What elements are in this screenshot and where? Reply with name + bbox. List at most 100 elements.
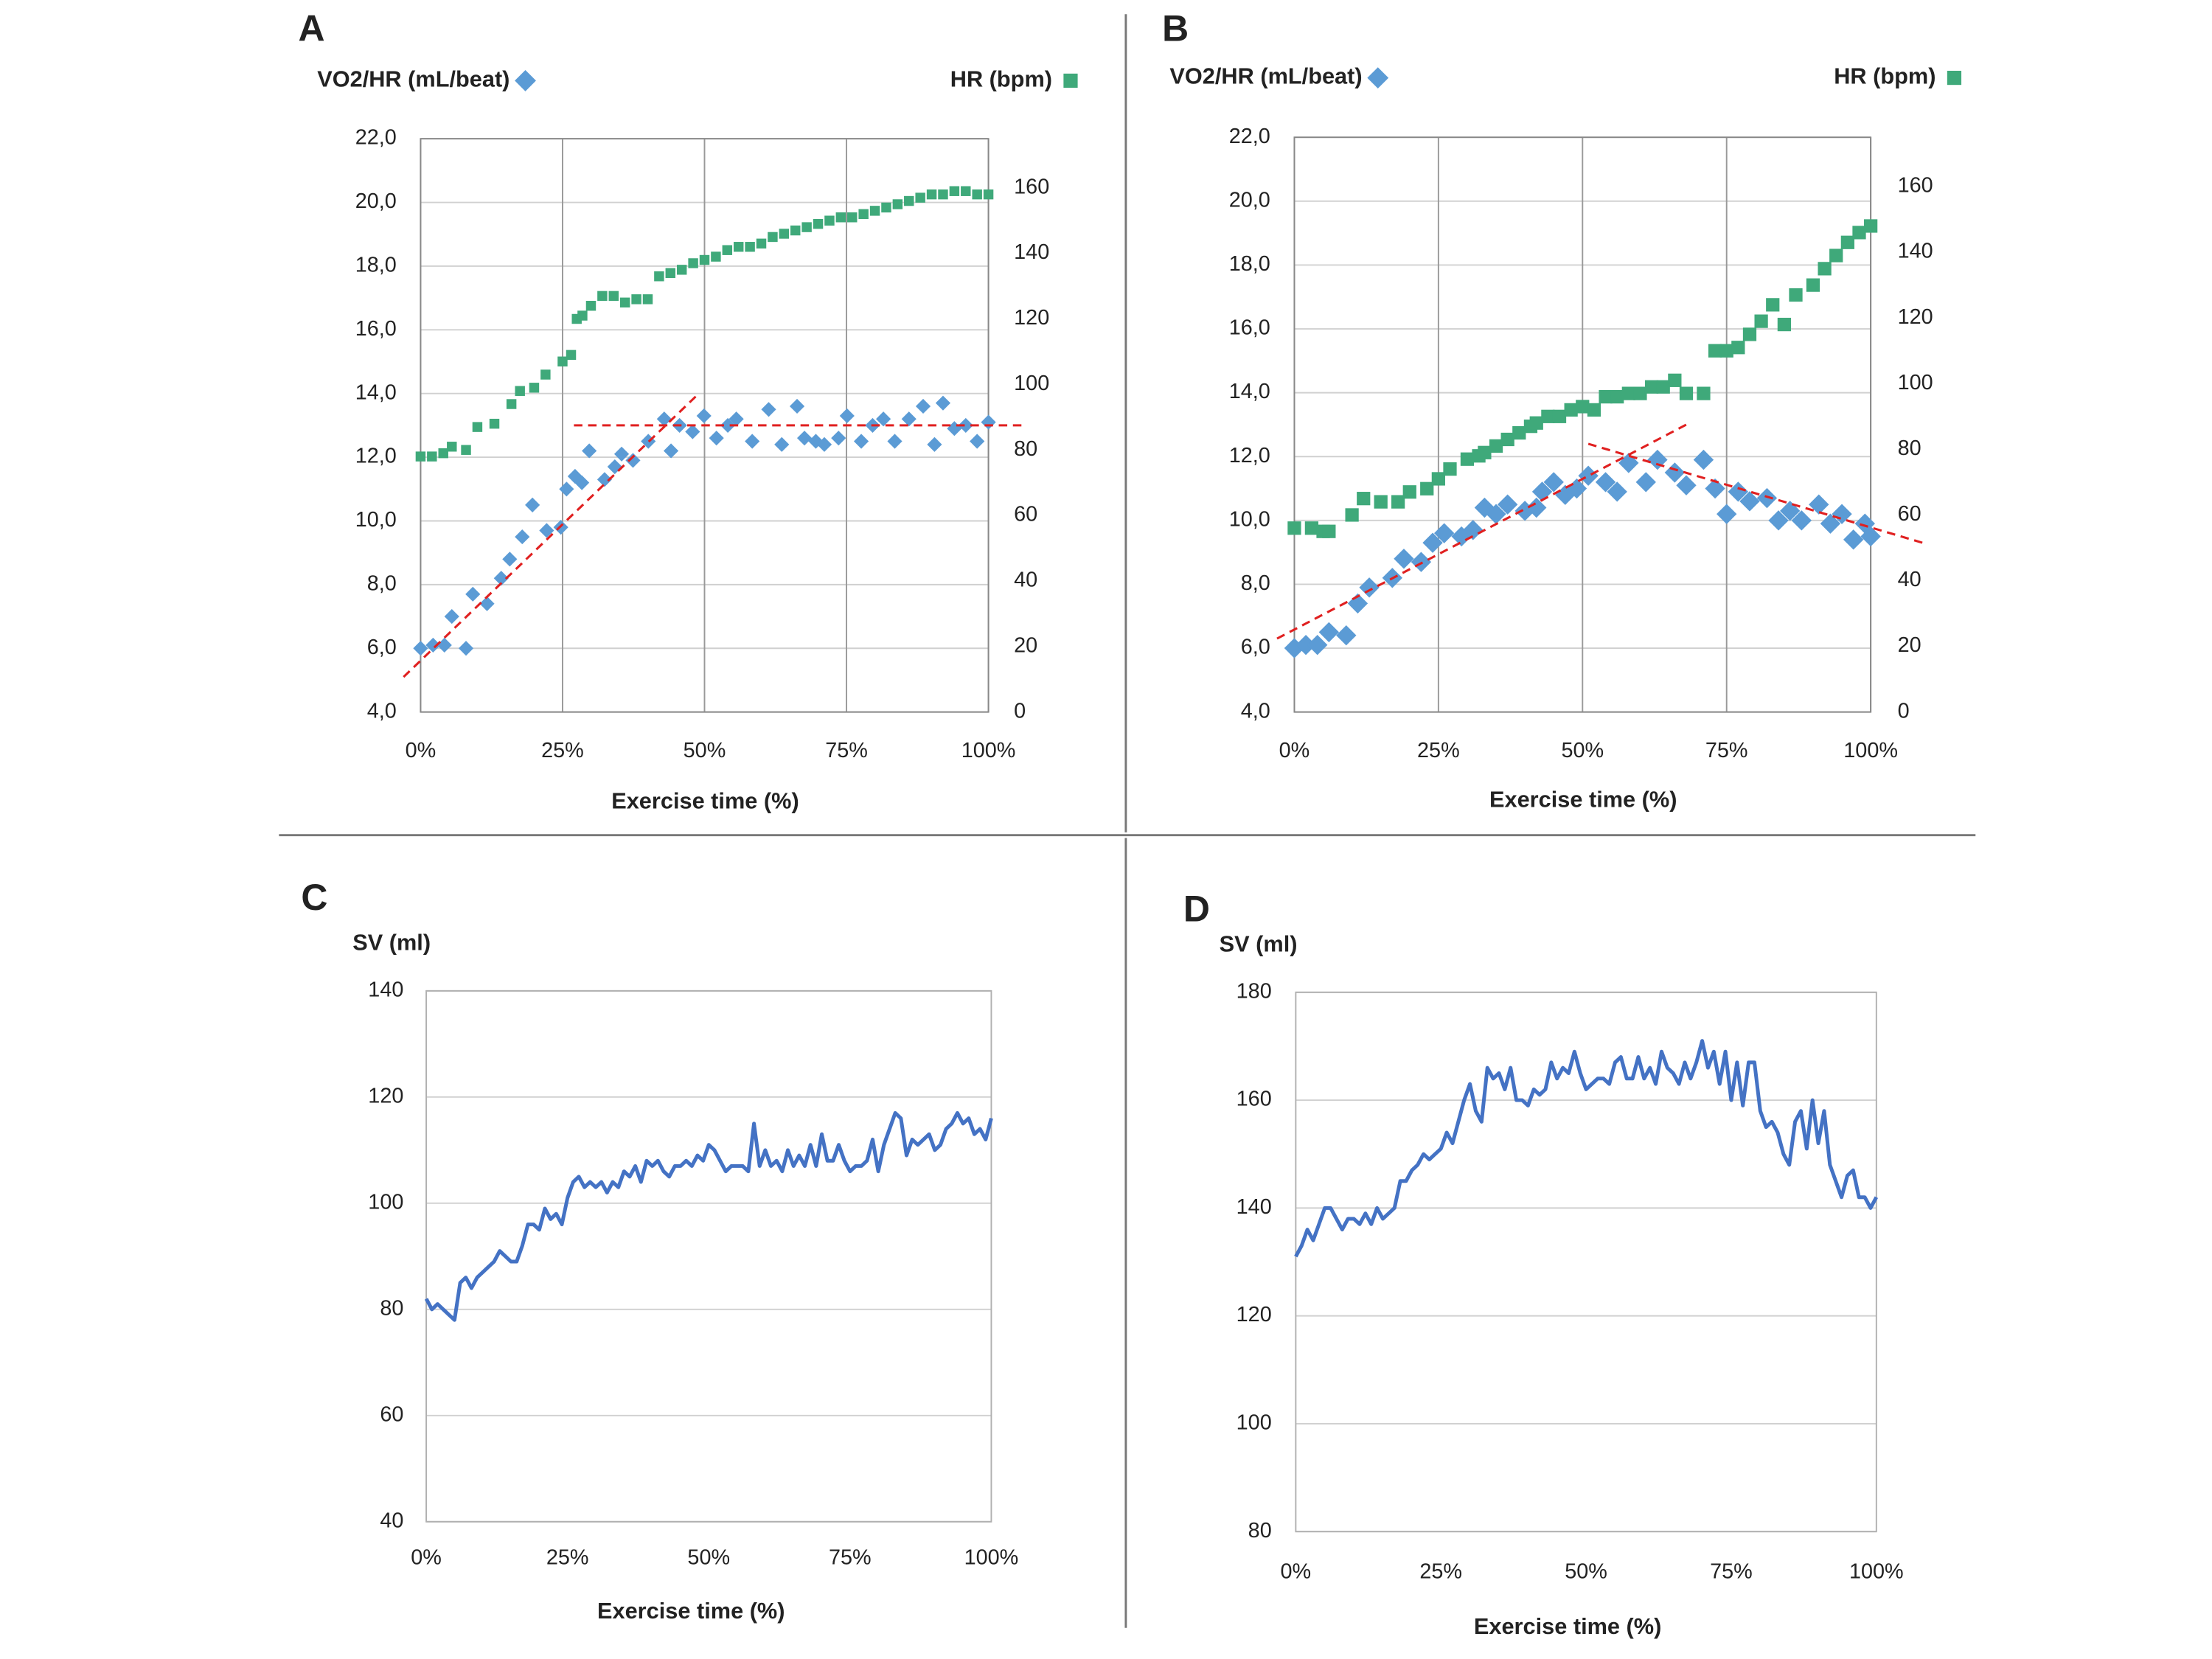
data-point	[745, 434, 760, 449]
x-tick-label: 50%	[1565, 1560, 1607, 1584]
data-point	[1621, 386, 1635, 400]
y-tick-label: 14,0	[1229, 380, 1270, 403]
data-point	[1463, 520, 1484, 540]
y2-tick-label: 80	[1014, 437, 1037, 461]
x-tick-label: 100%	[1849, 1560, 1904, 1584]
x-tick-label: 0%	[406, 739, 437, 762]
data-point	[529, 383, 540, 393]
data-point	[1664, 462, 1686, 483]
data-point	[685, 424, 700, 439]
y2-tick-label: 60	[1898, 502, 1921, 526]
y-axis-label: SV (ml)	[352, 930, 431, 956]
data-point	[502, 552, 518, 567]
data-point	[1433, 523, 1455, 543]
y-tick-label: 100	[1237, 1411, 1272, 1435]
data-point	[438, 448, 448, 459]
data-point	[582, 443, 597, 459]
data-point	[958, 417, 973, 433]
x-axis-label: Exercise time (%)	[1489, 787, 1677, 813]
data-point	[1599, 389, 1613, 404]
data-point	[1708, 344, 1722, 358]
data-point	[1460, 452, 1475, 466]
panel-label: C	[301, 877, 327, 918]
data-point	[728, 411, 744, 427]
data-point	[425, 637, 441, 653]
data-point	[559, 481, 574, 497]
data-point	[1541, 409, 1555, 423]
data-point	[935, 395, 951, 411]
y-tick-label: 40	[380, 1509, 403, 1532]
data-point	[577, 310, 588, 321]
data-point	[1576, 400, 1590, 414]
y2-tick-label: 160	[1014, 175, 1049, 198]
data-point	[413, 641, 428, 656]
data-point	[597, 291, 608, 302]
data-point	[970, 434, 985, 449]
data-point	[853, 434, 869, 449]
data-point	[720, 417, 736, 433]
y-tick-label: 12,0	[1229, 444, 1270, 467]
data-point	[876, 411, 891, 427]
data-point	[1829, 248, 1843, 262]
x-tick-label: 0%	[1279, 739, 1310, 762]
data-point	[972, 189, 982, 200]
data-point	[1478, 445, 1492, 459]
y2-tick-label: 140	[1014, 240, 1049, 264]
data-point	[427, 451, 437, 462]
x-tick-label: 75%	[825, 739, 868, 762]
x-tick-label: 25%	[1419, 1560, 1462, 1584]
x-tick-label: 50%	[684, 739, 726, 762]
data-point	[1345, 508, 1359, 522]
data-point	[756, 238, 767, 249]
data-point	[663, 443, 679, 459]
data-point	[745, 242, 755, 252]
y2-tick-label: 120	[1014, 306, 1049, 330]
y-tick-label: 18,0	[1229, 252, 1270, 276]
data-point	[1806, 278, 1820, 292]
data-point	[515, 529, 530, 545]
data-point	[1287, 521, 1301, 535]
y-tick-label: 8,0	[1241, 571, 1270, 595]
y2-tick-label: 140	[1898, 240, 1933, 263]
y-tick-label: 18,0	[355, 254, 397, 277]
legend-marker	[1947, 70, 1962, 86]
data-point	[493, 571, 509, 586]
data-point	[1420, 481, 1434, 495]
y-tick-label: 20,0	[1229, 188, 1270, 212]
y-tick-label: 20,0	[355, 189, 397, 213]
y-tick-label: 16,0	[355, 317, 397, 341]
x-tick-label: 25%	[546, 1545, 589, 1569]
data-point	[557, 356, 568, 366]
data-point	[461, 445, 471, 455]
x-tick-label: 25%	[1417, 739, 1460, 762]
x-tick-label: 50%	[1561, 739, 1604, 762]
data-point	[1789, 288, 1803, 302]
data-point	[790, 225, 801, 236]
data-point	[1742, 327, 1757, 341]
data-point	[1489, 439, 1503, 453]
y-tick-label: 10,0	[1229, 507, 1270, 531]
data-point	[1391, 495, 1405, 509]
data-point	[774, 437, 790, 452]
x-tick-label: 100%	[964, 1545, 1019, 1569]
legend-label: HR (bpm)	[1834, 63, 1935, 89]
data-point	[901, 411, 917, 427]
data-point	[949, 186, 960, 196]
legend-label: HR (bpm)	[950, 66, 1052, 92]
data-point	[415, 451, 426, 462]
data-point	[1864, 219, 1878, 233]
data-point	[938, 189, 948, 200]
data-point	[801, 222, 812, 232]
y2-tick-label: 0	[1898, 699, 1910, 723]
y-tick-label: 14,0	[355, 380, 397, 404]
y-tick-label: 120	[368, 1084, 403, 1107]
data-point	[1777, 317, 1792, 332]
y-tick-label: 10,0	[355, 508, 397, 532]
data-point	[465, 586, 481, 602]
data-point	[1587, 403, 1601, 417]
data-point	[489, 418, 500, 429]
data-point	[904, 195, 914, 206]
y-tick-label: 140	[368, 978, 403, 1001]
